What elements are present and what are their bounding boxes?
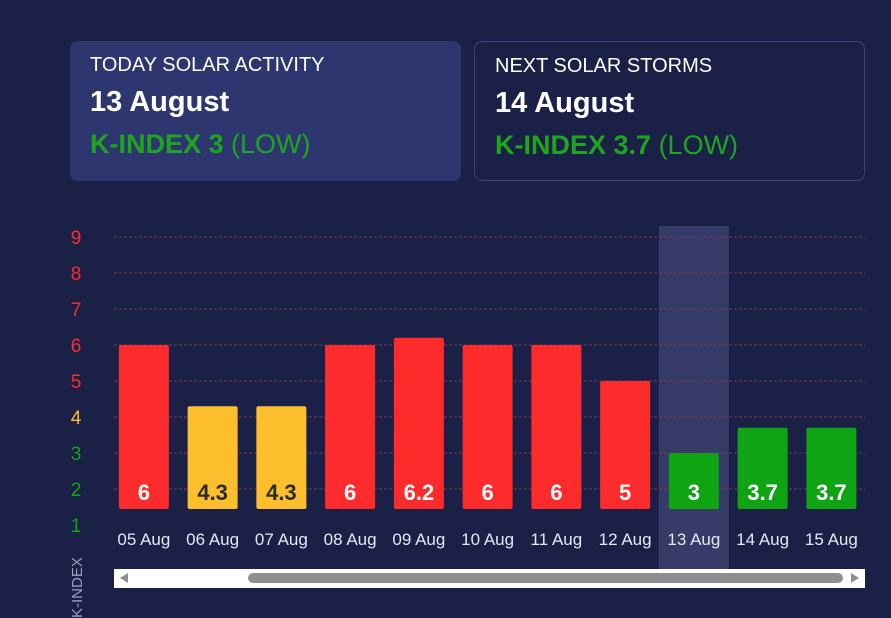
next-solar-storms-card: NEXT SOLAR STORMS 14 August K-INDEX 3.7 … <box>474 41 865 181</box>
today-card-date: 13 August <box>90 86 230 118</box>
bar <box>393 337 444 509</box>
bar <box>118 345 169 509</box>
x-tick-label: 10 Aug <box>461 530 514 549</box>
scroll-left-arrow-icon[interactable] <box>120 573 128 583</box>
x-tick-label: 11 Aug <box>531 530 583 549</box>
next-k-index-value: K-INDEX 3.7 <box>495 130 652 160</box>
bar <box>806 427 857 509</box>
next-card-title: NEXT SOLAR STORMS <box>495 55 713 77</box>
today-k-index-value: K-INDEX 3 <box>90 129 224 159</box>
x-tick-label: 07 Aug <box>255 530 308 549</box>
y-tick-label: 5 <box>71 372 82 393</box>
data-label: 4.3 <box>197 480 228 505</box>
today-card-title: TODAY SOLAR ACTIVITY <box>90 54 325 76</box>
y-tick-label: 8 <box>71 264 82 285</box>
x-tick-label: 09 Aug <box>392 530 445 549</box>
today-solar-activity-card: TODAY SOLAR ACTIVITY 13 August K-INDEX 3… <box>70 41 461 181</box>
data-label: 5 <box>619 480 631 505</box>
next-k-index: K-INDEX 3.7 (LOW) <box>495 130 844 161</box>
bar <box>600 381 651 509</box>
today-k-index: K-INDEX 3 (LOW) <box>90 129 441 160</box>
x-tick-label: 14 Aug <box>736 530 789 549</box>
highlight-column <box>658 226 729 569</box>
data-label: 6 <box>550 480 562 505</box>
bar <box>531 345 582 509</box>
y-tick-label: 1 <box>71 516 82 537</box>
x-tick-label: 13 Aug <box>667 530 720 549</box>
bar <box>668 453 719 509</box>
bar <box>256 406 307 509</box>
y-tick-label: 4 <box>71 408 82 429</box>
x-tick-label: 05 Aug <box>117 530 170 549</box>
x-tick-label: 15 Aug <box>805 530 858 549</box>
bar <box>325 345 376 509</box>
y-tick-label: 3 <box>71 444 82 465</box>
bar <box>462 345 513 509</box>
x-tick-label: 08 Aug <box>324 530 377 549</box>
today-k-index-level: (LOW) <box>231 129 311 159</box>
data-label: 4.3 <box>266 480 297 505</box>
bar <box>737 427 788 509</box>
data-label: 3.7 <box>816 480 847 505</box>
data-label: 6.2 <box>404 480 435 505</box>
data-label: 6 <box>138 480 150 505</box>
y-axis-label: K-INDEX <box>69 557 86 618</box>
x-tick-label: 06 Aug <box>186 530 239 549</box>
data-label: 6 <box>482 480 494 505</box>
y-tick-label: 7 <box>71 300 82 321</box>
scrollbar-thumb[interactable] <box>248 573 843 583</box>
scroll-right-arrow-icon[interactable] <box>851 573 859 583</box>
data-label: 6 <box>344 480 356 505</box>
y-tick-label: 2 <box>71 480 82 501</box>
next-card-date: 14 August <box>495 87 635 119</box>
data-label: 3 <box>688 480 700 505</box>
chart-horizontal-scrollbar[interactable] <box>114 569 865 588</box>
bar <box>187 406 238 509</box>
next-k-index-level: (LOW) <box>658 130 739 160</box>
data-label: 3.7 <box>747 480 778 505</box>
x-tick-label: 12 Aug <box>599 530 652 549</box>
y-tick-label: 9 <box>71 228 82 249</box>
y-tick-label: 6 <box>71 336 82 357</box>
